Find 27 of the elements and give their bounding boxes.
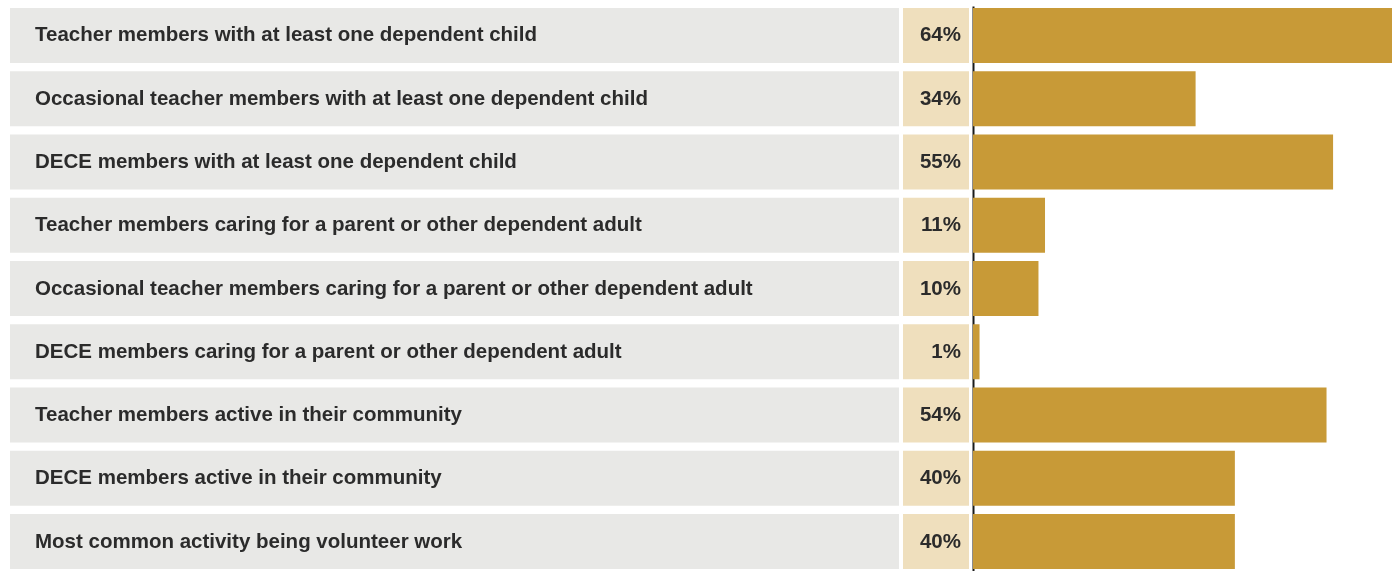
bar: [973, 71, 1196, 127]
y-tick-label: DECE members caring for a parent or other dependent adult: [35, 338, 622, 362]
bar: [973, 450, 1235, 506]
data-label: 40%: [919, 465, 961, 489]
data-label: 64%: [919, 22, 961, 46]
bar: [973, 197, 1046, 253]
data-label: 40%: [919, 528, 961, 552]
data-label: 10%: [919, 275, 961, 299]
bar: [973, 514, 1235, 570]
y-tick-label: Teacher members active in their community: [35, 402, 463, 426]
y-tick-label: Teacher members with at least one dependent child: [35, 22, 537, 46]
y-tick-label: Teacher members caring for a parent or other dependent adult: [35, 212, 642, 236]
y-tick-label: Occasional teacher members caring for a parent or other dependent adult: [35, 275, 753, 299]
data-label: 54%: [919, 402, 961, 426]
data-label: 34%: [919, 85, 961, 109]
y-tick-label: DECE members with at least one dependent child: [35, 148, 517, 172]
y-tick-label: Occasional teacher members with at least one dependent child: [35, 85, 648, 109]
bar: [973, 134, 1334, 190]
y-tick-label: DECE members active in their community: [35, 465, 443, 489]
data-label: 55%: [919, 148, 961, 172]
data-label: 1%: [931, 338, 961, 362]
bar: [973, 260, 1039, 317]
data-label: 11%: [921, 212, 961, 236]
bar: [973, 7, 1392, 63]
y-tick-label: Most common activity being volunteer work: [35, 528, 463, 552]
bar: [973, 387, 1327, 443]
bar: [973, 324, 980, 380]
